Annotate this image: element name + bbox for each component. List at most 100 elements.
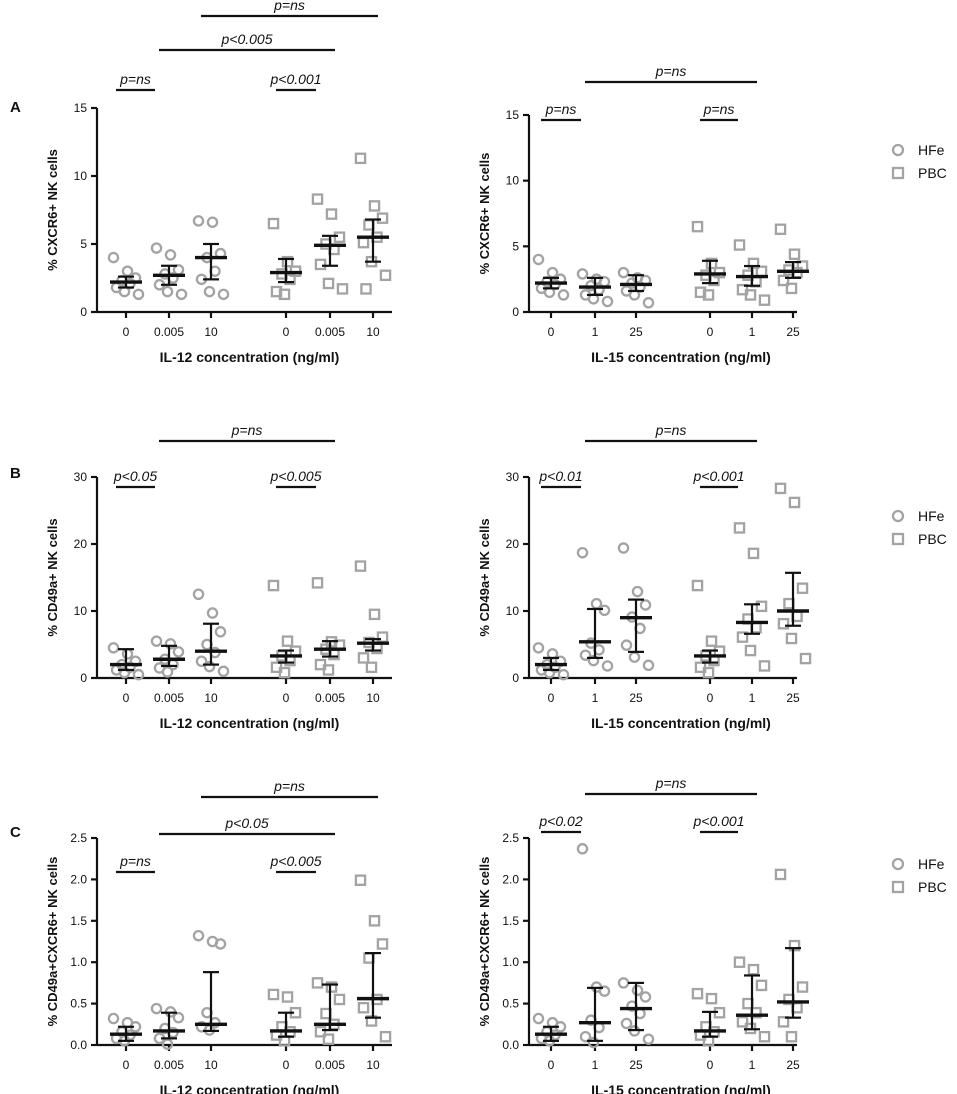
y-tick-label: 15	[74, 101, 88, 115]
data-point-square	[796, 981, 809, 993]
y-tick-label: 20	[74, 537, 88, 551]
x-tick-label: 0.005	[315, 691, 345, 705]
significance-label: p=ns	[655, 775, 687, 791]
y-tick-label: 30	[506, 470, 520, 484]
y-tick-label: 5	[512, 239, 519, 253]
data-point-circle	[175, 288, 188, 301]
data-point-circle	[203, 285, 216, 298]
data-point-circle	[195, 655, 208, 668]
y-tick-label: 0.0	[70, 1038, 87, 1052]
data-point-square	[788, 248, 801, 260]
significance-label: p<0.01	[538, 468, 582, 484]
data-point-circle	[576, 268, 589, 280]
legend-label-hfe: HFe	[918, 508, 945, 524]
data-point-square	[365, 661, 378, 674]
group-pbc-25: 25	[774, 868, 809, 1072]
data-point-square	[336, 283, 349, 295]
x-axis-label: IL-12 concentration (ng/ml)	[160, 1082, 340, 1094]
y-tick-label: 15	[506, 108, 520, 122]
significance-annotation: p<0.005	[159, 31, 335, 52]
data-point-square	[267, 988, 280, 1001]
group-hfe-0: 0	[107, 642, 145, 705]
data-point-square	[357, 1001, 370, 1014]
data-point-square	[314, 1026, 327, 1038]
data-point-circle	[172, 1011, 185, 1024]
chart-a-left: 0 5 10 15 % CXCR6+ NK cells IL-12 concentrati…	[45, 0, 392, 365]
data-point-square	[785, 1030, 798, 1043]
data-point-circle	[576, 843, 589, 855]
significance-annotation: p=ns	[585, 775, 757, 796]
legend-square-icon	[891, 166, 905, 180]
x-tick-label: 0.005	[154, 691, 184, 705]
significance-annotation: p=ns	[116, 71, 155, 92]
group-pbc-0.005: 0.005	[311, 193, 349, 339]
significance-label: p=ns	[273, 0, 305, 13]
y-tick-label: 10	[506, 604, 520, 618]
chart-c-left: 0.0 0.5 1.0 1.5 2.0 2.5 % CD49a+CXCR6+ NK cell…	[45, 778, 392, 1094]
y-tick-label: 0	[512, 671, 519, 685]
x-tick-label: 0.005	[154, 325, 184, 339]
data-point-square	[774, 868, 787, 881]
data-point-square	[691, 579, 704, 592]
significance-annotation: p<0.02	[538, 813, 583, 834]
data-point-square	[360, 283, 372, 295]
data-point-square	[747, 547, 760, 560]
group-pbc-10: 10	[354, 874, 392, 1072]
data-point-square	[777, 617, 790, 630]
data-point-circle	[546, 266, 559, 279]
x-tick-label: 10	[204, 325, 218, 339]
significance-label: p<0.001	[693, 468, 745, 484]
data-point-square	[733, 239, 746, 251]
group-hfe-0: 0	[532, 253, 570, 339]
data-point-square	[322, 664, 335, 676]
data-point-circle	[642, 1033, 655, 1045]
significance-label: p<0.05	[224, 815, 268, 831]
x-tick-label: 1	[749, 325, 756, 339]
x-axis-label: IL-15 concentration (ng/ml)	[591, 1082, 771, 1094]
data-point-square	[322, 1033, 335, 1045]
significance-annotation: p<0.05	[159, 815, 335, 836]
significance-annotation: p=ns	[116, 853, 155, 874]
y-tick-label: 2.0	[70, 872, 87, 886]
x-tick-label: 10	[204, 691, 218, 705]
data-point-square	[267, 217, 280, 230]
group-pbc-0.005: 0.005	[311, 977, 346, 1072]
panel-letter-a: A	[10, 99, 21, 116]
legend-label-hfe: HFe	[918, 856, 945, 872]
group-hfe-0: 0	[532, 642, 570, 705]
group-pbc-0: 0	[267, 988, 302, 1072]
data-point-square	[354, 560, 367, 572]
data-point-square	[270, 285, 283, 298]
x-tick-label: 10	[366, 1058, 380, 1072]
y-tick-label: 2.0	[502, 872, 519, 886]
y-tick-label: 10	[74, 604, 88, 618]
significance-annotation: p<0.01	[538, 468, 583, 489]
significance-label: p=ns	[703, 101, 735, 117]
data-point-square	[354, 874, 367, 886]
data-point-circle	[206, 607, 219, 619]
significance-label: p<0.001	[270, 71, 322, 87]
x-axis-label: IL-12 concentration (ng/ml)	[160, 349, 340, 365]
y-tick-label: 20	[506, 537, 520, 551]
y-axis-label: % CD49a+CXCR6+ NK cells	[45, 857, 60, 1027]
data-point-square	[774, 223, 787, 236]
data-point-circle	[617, 266, 630, 279]
x-tick-label: 25	[786, 1058, 800, 1072]
data-point-circle	[132, 668, 145, 681]
data-point-circle	[617, 977, 630, 989]
data-point-circle	[107, 1012, 120, 1025]
data-point-square	[702, 289, 715, 301]
y-axis-label: % CXCR6+ NK cells	[477, 153, 492, 275]
x-tick-label: 0	[283, 1058, 290, 1072]
group-pbc-0: 0	[691, 220, 726, 339]
data-point-square	[777, 274, 790, 287]
y-axis-label: % CD49a+ NK cells	[45, 518, 60, 636]
group-hfe-0.005: 0.005	[150, 1002, 185, 1072]
group-pbc-10: 10	[354, 560, 389, 705]
group-pbc-0: 0	[267, 217, 302, 339]
x-tick-label: 1	[592, 1058, 599, 1072]
data-point-circle	[576, 546, 589, 559]
data-point-square	[267, 579, 280, 592]
group-hfe-1: 1	[576, 546, 614, 705]
group-pbc-25: 25	[774, 223, 809, 339]
